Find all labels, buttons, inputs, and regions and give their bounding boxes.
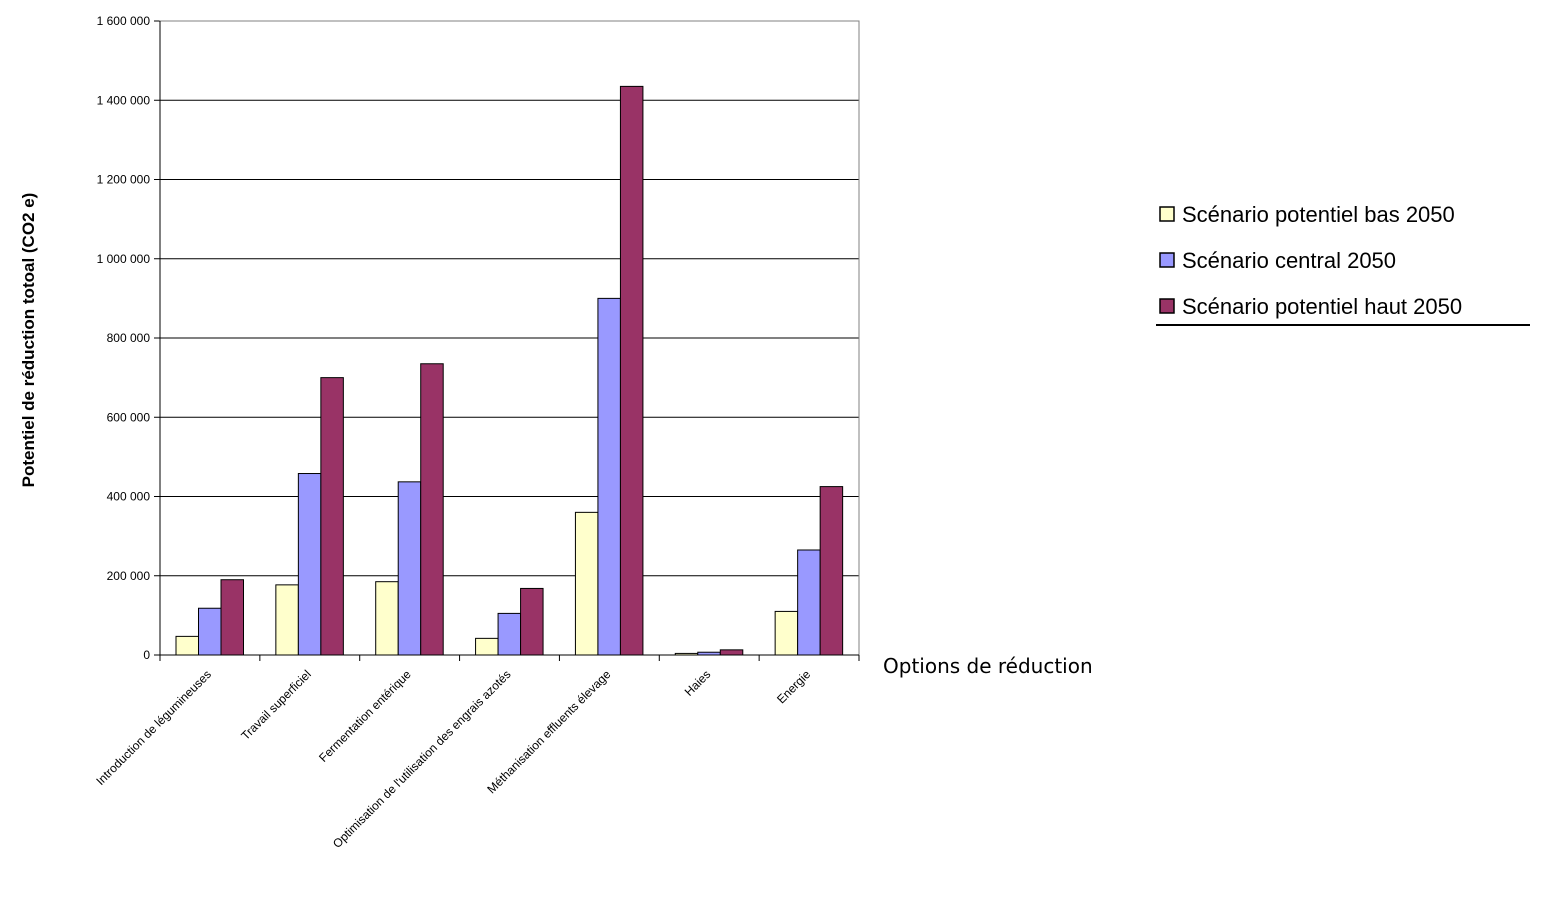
gridlines xyxy=(160,20,859,577)
x-tick-label: Energie xyxy=(774,667,813,706)
bar-1-1 xyxy=(175,635,199,656)
y-tick-label: 0 xyxy=(143,648,150,662)
bars xyxy=(175,85,844,656)
bar-2-4 xyxy=(497,612,522,656)
axes xyxy=(159,20,860,656)
bar-1-7 xyxy=(774,610,799,656)
bar-3-4 xyxy=(520,587,544,656)
bar-1-3 xyxy=(375,581,399,656)
bar-3-3 xyxy=(420,363,444,656)
y-axis-title: Potentiel de réduction totoal (CO2 e) xyxy=(19,193,38,488)
bar-1-4 xyxy=(475,637,499,656)
x-axis-title: Options de réduction xyxy=(883,654,1093,678)
bar-3-6 xyxy=(719,649,744,656)
bar-1-5 xyxy=(574,511,599,656)
legend-entry-label: Scénario potentiel bas 2050 xyxy=(1182,202,1455,227)
bar-3-2 xyxy=(320,377,344,656)
x-tick-label: Haies xyxy=(682,667,714,699)
legend-entry-label: Scénario potentiel haut 2050 xyxy=(1182,294,1462,319)
y-tick-label: 400 000 xyxy=(107,490,151,504)
y-tick-label: 1 400 000 xyxy=(97,93,151,107)
y-tick-label: 800 000 xyxy=(107,331,151,345)
bar-3-7 xyxy=(819,486,844,656)
x-tick-label: Fermentation entérique xyxy=(316,667,414,765)
bar-2-5 xyxy=(597,297,621,656)
bar-2-3 xyxy=(397,481,422,656)
y-tick-label: 1 600 000 xyxy=(97,14,151,28)
bar-2-1 xyxy=(198,607,222,656)
y-tick-label: 600 000 xyxy=(107,410,151,424)
legend-swatch xyxy=(1159,206,1175,222)
y-axis-ticks: 0 200 000 400 000 600 000 800 000 1 000 000 1 … xyxy=(97,14,160,662)
legend: Scénario potentiel bas 2050 Scénario cent… xyxy=(1156,202,1530,326)
legend-swatch xyxy=(1159,252,1175,268)
bar-3-1 xyxy=(220,579,244,656)
bar-3-5 xyxy=(619,85,644,656)
legend-entry-label: Scénario central 2050 xyxy=(1182,248,1396,273)
x-tick-label: Travail superficiel xyxy=(238,667,314,743)
legend-swatch xyxy=(1159,298,1175,314)
y-tick-label: 1 200 000 xyxy=(97,173,151,187)
x-tick-label: Optimisation de l'utilisation des engrai… xyxy=(330,667,514,851)
x-axis-ticks: Introduction de légumineuses Travail supe… xyxy=(93,655,860,851)
bar-1-2 xyxy=(275,584,299,656)
bar-2-2 xyxy=(297,473,322,656)
y-tick-label: 200 000 xyxy=(107,569,151,583)
bar-2-7 xyxy=(797,549,821,656)
y-tick-label: 1 000 000 xyxy=(97,252,151,266)
x-tick-label: Introduction de légumineuses xyxy=(93,667,214,788)
